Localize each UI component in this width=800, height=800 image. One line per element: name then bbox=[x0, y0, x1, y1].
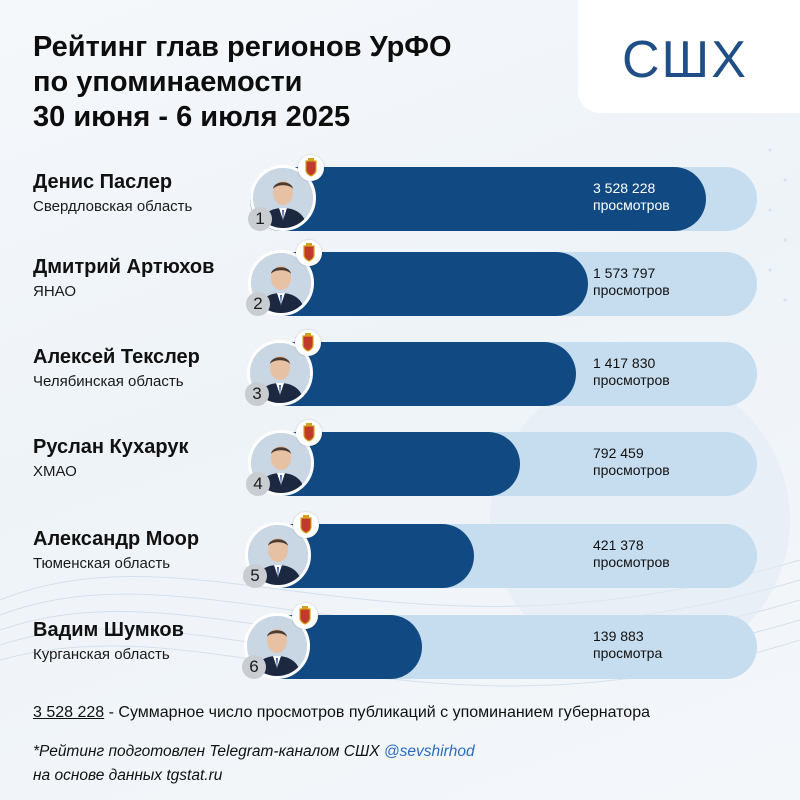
rank-badge: 2 bbox=[246, 292, 270, 316]
views-label: 1 573 797 просмотров bbox=[593, 265, 670, 299]
governor-name: Денис Паслер bbox=[33, 171, 173, 193]
rank-badge: 3 bbox=[245, 382, 269, 406]
views-value: 1 573 797 bbox=[593, 265, 656, 281]
governor-photo bbox=[248, 250, 314, 316]
views-label: 139 883 просмотра bbox=[593, 628, 662, 662]
views-value: 792 459 bbox=[593, 445, 644, 461]
rank-badge: 4 bbox=[246, 472, 270, 496]
title-line-3: 30 июня - 6 июля 2025 bbox=[33, 101, 351, 133]
chart-title: Рейтинг глав регионов УрФО по упоминаемо… bbox=[33, 30, 452, 135]
views-label: 1 417 830 просмотров bbox=[593, 355, 670, 389]
region-emblem-icon bbox=[295, 330, 321, 356]
region-name: ЯНАО bbox=[33, 283, 77, 300]
region-emblem-icon bbox=[296, 420, 322, 446]
bar-fill bbox=[250, 167, 706, 231]
rank-badge: 5 bbox=[243, 564, 267, 588]
governor-name: Дмитрий Артюхов bbox=[33, 256, 215, 278]
footer-source-note: *Рейтинг подготовлен Telegram-каналом СШ… bbox=[33, 740, 475, 788]
logo: СШХ bbox=[578, 0, 800, 113]
views-value: 1 417 830 bbox=[593, 355, 656, 371]
ranking-row: Алексей Текслер Челябинская область 3 1 417… bbox=[0, 330, 800, 410]
title-line-2: по упоминаемости bbox=[33, 66, 303, 98]
footer-note-line2: на основе данных tgstat.ru bbox=[33, 767, 223, 784]
rank-badge: 6 bbox=[242, 655, 266, 679]
views-value: 3 528 228 bbox=[593, 180, 656, 196]
region-name: Свердловская область bbox=[33, 198, 193, 215]
footer-total-value: 3 528 228 bbox=[33, 704, 105, 721]
governor-name: Алексей Текслер bbox=[33, 346, 200, 368]
views-unit: просмотров bbox=[593, 462, 670, 478]
region-name: Тюменская область bbox=[33, 555, 171, 572]
footer-total-line: 3 528 228 - Суммарное число просмотров п… bbox=[33, 704, 650, 722]
views-unit: просмотра bbox=[593, 645, 663, 661]
title-line-1: Рейтинг глав регионов УрФО bbox=[33, 31, 452, 63]
region-emblem-icon bbox=[298, 155, 324, 181]
footer-note-prefix: *Рейтинг подготовлен Telegram-каналом СШ… bbox=[33, 743, 384, 760]
footer-total-caption: - Суммарное число просмотров публикаций … bbox=[104, 704, 650, 721]
region-name: ХМАО bbox=[33, 463, 77, 480]
views-label: 792 459 просмотров bbox=[593, 445, 670, 479]
region-emblem-icon bbox=[293, 512, 319, 538]
rank-badge: 1 bbox=[248, 207, 272, 231]
governor-name: Руслан Кухарук bbox=[33, 436, 189, 458]
views-unit: просмотров bbox=[593, 197, 670, 213]
views-label: 421 378 просмотров bbox=[593, 537, 670, 571]
views-label: 3 528 228 просмотров bbox=[593, 180, 670, 214]
views-unit: просмотров bbox=[593, 554, 670, 570]
telegram-handle-link[interactable]: @sevshirhod bbox=[383, 743, 475, 760]
views-value: 421 378 bbox=[593, 537, 644, 553]
logo-text: СШХ bbox=[622, 31, 748, 89]
governor-name: Александр Моор bbox=[33, 528, 200, 550]
governor-name: Вадим Шумков bbox=[33, 619, 184, 641]
region-emblem-icon bbox=[296, 240, 322, 266]
ranking-row: Дмитрий Артюхов ЯНАО 2 1 573 797 просмотров bbox=[0, 240, 800, 320]
ranking-row: Руслан Кухарук ХМАО 4 792 459 просмотров bbox=[0, 420, 800, 500]
views-value: 139 883 bbox=[593, 628, 644, 644]
region-name: Курганская область bbox=[33, 646, 170, 663]
views-unit: просмотров bbox=[593, 282, 670, 298]
ranking-row: Александр Моор Тюменская область 5 421 378 п… bbox=[0, 512, 800, 592]
region-emblem-icon bbox=[292, 603, 318, 629]
ranking-row: Денис Паслер Свердловская область 1 3 528 2… bbox=[0, 155, 800, 235]
region-name: Челябинская область bbox=[33, 373, 184, 390]
views-unit: просмотров bbox=[593, 372, 670, 388]
ranking-row: Вадим Шумков Курганская область 6 139 883 пр… bbox=[0, 603, 800, 683]
